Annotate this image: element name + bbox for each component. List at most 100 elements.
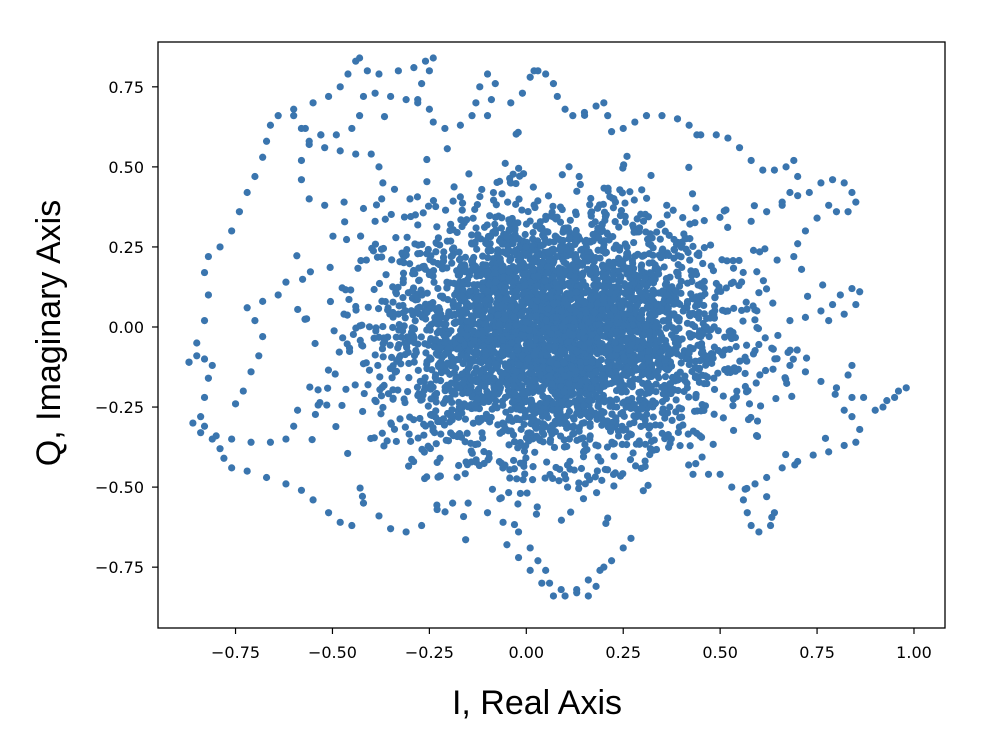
- data-point: [609, 440, 617, 448]
- data-point: [782, 450, 790, 459]
- data-point: [603, 324, 611, 332]
- data-point: [544, 192, 553, 200]
- data-point: [560, 388, 568, 396]
- x-tick-label: 1.00: [896, 643, 932, 662]
- data-point: [667, 385, 676, 393]
- data-point: [379, 353, 387, 361]
- data-point: [763, 473, 771, 482]
- data-point: [572, 308, 580, 316]
- data-point: [587, 194, 595, 203]
- data-point: [418, 521, 426, 530]
- x-tick-label: −0.75: [211, 643, 260, 662]
- data-point: [515, 164, 523, 172]
- data-point: [587, 301, 595, 309]
- data-point: [714, 369, 722, 377]
- data-point: [534, 251, 542, 259]
- data-point: [376, 373, 384, 381]
- data-point: [514, 128, 522, 136]
- data-point: [470, 240, 478, 248]
- data-point: [565, 435, 574, 443]
- data-point: [794, 172, 802, 181]
- data-point: [638, 186, 646, 194]
- data-point: [472, 347, 480, 355]
- data-point: [349, 330, 357, 339]
- data-point: [510, 382, 518, 390]
- data-point: [360, 389, 368, 398]
- data-point: [458, 199, 467, 207]
- data-point: [738, 306, 746, 315]
- data-point: [498, 240, 507, 248]
- data-point: [802, 354, 811, 362]
- data-point: [444, 437, 453, 445]
- data-point: [639, 217, 648, 225]
- data-point: [557, 411, 565, 420]
- data-point: [627, 356, 636, 364]
- data-point: [297, 486, 306, 494]
- data-point: [566, 457, 574, 465]
- data-point: [742, 298, 750, 306]
- data-point: [394, 283, 402, 291]
- data-point: [506, 474, 514, 482]
- data-point: [486, 418, 494, 426]
- data-point: [487, 96, 496, 104]
- data-point: [663, 211, 671, 219]
- data-point: [528, 416, 536, 424]
- data-point: [661, 227, 669, 235]
- data-point: [611, 338, 619, 347]
- data-point: [587, 209, 595, 217]
- data-point: [699, 330, 707, 338]
- data-point: [403, 233, 411, 241]
- data-point: [447, 220, 455, 228]
- data-point: [474, 231, 482, 239]
- data-point: [685, 461, 693, 469]
- data-point: [628, 315, 636, 323]
- data-point: [848, 361, 856, 370]
- data-point: [529, 235, 537, 243]
- data-point: [539, 258, 547, 266]
- data-point: [624, 396, 632, 404]
- data-point: [603, 443, 612, 451]
- data-point: [392, 290, 401, 298]
- data-point: [336, 83, 344, 91]
- data-point: [676, 300, 684, 308]
- data-point: [486, 212, 494, 220]
- data-point: [629, 259, 637, 268]
- data-point: [593, 291, 601, 300]
- data-point: [262, 473, 271, 482]
- data-point: [375, 70, 383, 78]
- data-point: [500, 421, 508, 429]
- data-point: [414, 304, 422, 313]
- data-point: [466, 287, 474, 295]
- data-point: [404, 289, 412, 297]
- data-point: [663, 365, 671, 374]
- data-point: [751, 316, 759, 324]
- data-point: [669, 206, 677, 214]
- data-point: [532, 335, 540, 343]
- data-point: [673, 315, 681, 324]
- data-point: [216, 243, 224, 251]
- data-point: [803, 292, 812, 300]
- data-point: [444, 296, 452, 304]
- data-point: [637, 266, 646, 274]
- data-point: [324, 92, 333, 101]
- data-point: [506, 466, 514, 474]
- data-point: [557, 516, 566, 524]
- data-point: [741, 382, 749, 391]
- data-point: [512, 321, 520, 330]
- data-point: [193, 352, 201, 360]
- data-point: [658, 429, 666, 437]
- data-point: [505, 441, 513, 449]
- data-point: [762, 285, 771, 293]
- data-point: [375, 279, 384, 288]
- data-point: [357, 257, 365, 265]
- y-tick-label: 0.00: [108, 318, 144, 337]
- data-point: [595, 233, 603, 242]
- data-point: [447, 429, 455, 437]
- data-point: [441, 508, 449, 516]
- data-point: [685, 121, 693, 129]
- data-point: [695, 308, 703, 317]
- data-point: [735, 144, 744, 152]
- x-tick-label: 0.75: [799, 643, 835, 662]
- data-point: [588, 358, 596, 367]
- data-point: [730, 304, 738, 312]
